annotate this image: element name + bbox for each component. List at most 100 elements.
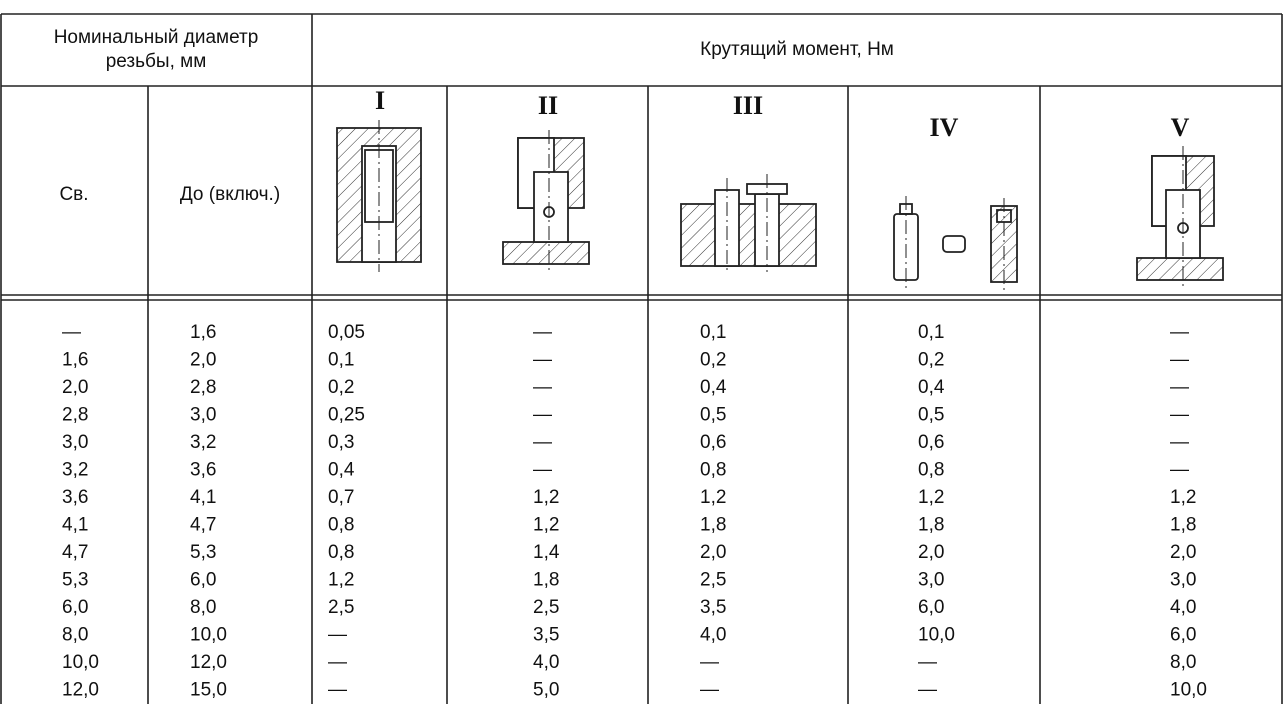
table-cell: 3,6: [190, 460, 216, 481]
table-cell: 10,0: [1170, 680, 1207, 701]
table-cell: 2,5: [328, 597, 354, 618]
column-header: III: [733, 91, 763, 120]
table-cell: 0,3: [328, 432, 354, 453]
table-cell: 0,5: [918, 405, 944, 426]
table-cell: 1,8: [918, 515, 944, 536]
table-cell: 6,0: [918, 597, 944, 618]
table-cell: 1,2: [700, 487, 726, 508]
table-cell: 0,5: [700, 405, 726, 426]
table-cell: 2,0: [62, 377, 88, 398]
header-text: резьбы, мм: [106, 51, 207, 72]
table-cell: 2,0: [190, 350, 216, 371]
table-cell: 3,6: [62, 487, 88, 508]
table-cell: 3,0: [62, 432, 88, 453]
table-cell: 2,8: [190, 377, 216, 398]
table-cell: 0,6: [918, 432, 944, 453]
drawing-iv: [893, 196, 1018, 290]
table-cell: 8,0: [1170, 652, 1196, 673]
table-cell: —: [533, 432, 552, 453]
table-cell: 0,4: [700, 377, 727, 398]
table-cell: 8,0: [62, 625, 88, 646]
table-cell: 0,8: [700, 460, 726, 481]
table-cell: 2,0: [918, 542, 944, 563]
table-cell: 12,0: [62, 680, 99, 701]
column-header: II: [538, 91, 558, 120]
table-cell: 1,6: [190, 322, 216, 343]
table-cell: 0,1: [918, 322, 944, 343]
table-cell: 3,5: [533, 625, 559, 646]
table-cell: 2,5: [533, 597, 559, 618]
table-cell: 4,0: [1170, 597, 1196, 618]
table-cell: 5,3: [62, 570, 88, 591]
table-cell: 0,25: [328, 405, 365, 426]
table-cell: —: [700, 652, 719, 673]
table-cell: —: [1170, 350, 1189, 371]
table-cell: 0,4: [918, 377, 945, 398]
table-cell: 4,7: [190, 515, 216, 536]
table-cell: 3,2: [62, 460, 88, 481]
header-text: Крутящий момент, Нм: [700, 39, 894, 60]
table-cell: 5,0: [533, 680, 559, 701]
table-cell: 0,8: [328, 542, 354, 563]
table-cell: —: [918, 652, 937, 673]
table-cell: 10,0: [918, 625, 955, 646]
table-cell: —: [1170, 322, 1189, 343]
table-cell: 1,4: [533, 542, 560, 563]
column-header: V: [1171, 113, 1190, 142]
table-cell: 1,8: [533, 570, 559, 591]
table-cell: 12,0: [190, 652, 227, 673]
table-cell: 3,0: [1170, 570, 1196, 591]
table-cell: 0,6: [700, 432, 726, 453]
table-cell: 6,0: [1170, 625, 1196, 646]
table-cell: 2,0: [1170, 542, 1196, 563]
column-header: Св.: [59, 184, 88, 205]
drawing-ii: [502, 130, 590, 270]
table-cell: 0,1: [700, 322, 726, 343]
table-cell: —: [1170, 432, 1189, 453]
table-cell: —: [533, 322, 552, 343]
table-cell: —: [328, 680, 347, 701]
table-cell: 1,2: [533, 487, 559, 508]
table-cell: 1,8: [1170, 515, 1196, 536]
table-rules: [0, 13, 1283, 704]
table-cell: —: [1170, 460, 1189, 481]
table-cell: —: [328, 652, 347, 673]
drawing-iii: [680, 174, 817, 272]
table-cell: 1,8: [700, 515, 726, 536]
table-cell: 0,1: [328, 350, 354, 371]
table-cell: 8,0: [190, 597, 216, 618]
table-cell: 0,2: [700, 350, 726, 371]
table-cell: 5,3: [190, 542, 216, 563]
table-cell: 1,2: [328, 570, 354, 591]
table-cell: 1,2: [918, 487, 944, 508]
table-cell: 4,1: [190, 487, 216, 508]
table-cell: 0,2: [328, 377, 354, 398]
drawing-v: [1136, 146, 1224, 288]
table-cell: 1,2: [1170, 487, 1196, 508]
table-cell: —: [533, 350, 552, 371]
table-cell: 10,0: [190, 625, 227, 646]
table-cell: 3,2: [190, 432, 216, 453]
table-cell: 4,0: [533, 652, 559, 673]
table-cell: 2,5: [700, 570, 726, 591]
column-header: I: [375, 86, 385, 115]
table-cell: 0,8: [918, 460, 944, 481]
table-cell: 3,5: [700, 597, 726, 618]
table-cell: 4,1: [62, 515, 88, 536]
table-cell: 0,8: [328, 515, 354, 536]
table-cell: 0,7: [328, 487, 354, 508]
table-cell: 3,0: [918, 570, 944, 591]
table-cell: —: [533, 405, 552, 426]
table-cell: —: [700, 680, 719, 701]
table-cell: 3,0: [190, 405, 216, 426]
table-cell: 6,0: [62, 597, 88, 618]
column-header: IV: [930, 113, 959, 142]
table-cell: —: [1170, 405, 1189, 426]
table-cell: —: [533, 377, 552, 398]
table-cell: 4,7: [62, 542, 88, 563]
table-cell: —: [62, 322, 81, 343]
table-cell: 4,0: [700, 625, 726, 646]
table-cell: —: [533, 460, 552, 481]
table-cell: —: [1170, 377, 1189, 398]
